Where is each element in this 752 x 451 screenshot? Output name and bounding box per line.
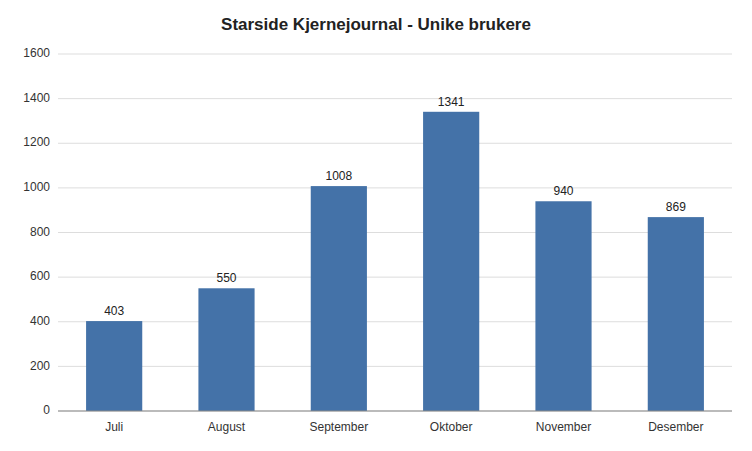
y-tick-label: 800: [30, 225, 50, 239]
data-label: 940: [553, 184, 573, 198]
y-tick-label: 600: [30, 269, 50, 283]
data-label: 403: [104, 304, 124, 318]
grid-line: [58, 98, 732, 99]
grid-line: [58, 411, 732, 412]
data-label: 1341: [438, 95, 465, 109]
x-tick-label: August: [208, 420, 246, 434]
y-axis: 0 200 400 600 800 1000 1200 1400 1600: [23, 46, 50, 417]
bar: [198, 288, 254, 411]
x-tick-label: November: [536, 420, 591, 434]
grid-line: [58, 277, 732, 278]
bar: [311, 186, 367, 411]
bar: [86, 321, 142, 411]
chart: Starside Kjernejournal - Unike brukere 0 2…: [0, 0, 752, 451]
bar: [648, 217, 704, 411]
y-tick-label: 400: [30, 314, 50, 328]
grid: [58, 54, 732, 411]
grid-line: [58, 232, 732, 233]
data-label: 1008: [325, 169, 352, 183]
grid-line: [58, 143, 732, 144]
data-label: 550: [216, 271, 236, 285]
grid-line: [58, 321, 732, 322]
chart-title: Starside Kjernejournal - Unike brukere: [221, 15, 531, 34]
grid-line: [58, 366, 732, 367]
y-tick-label: 1600: [23, 46, 50, 60]
data-label: 869: [666, 200, 686, 214]
bar: [535, 201, 591, 411]
data-labels: 403 550 1008 1341 940 869: [104, 95, 686, 318]
x-tick-label: Oktober: [430, 420, 473, 434]
bar: [423, 112, 479, 411]
y-tick-label: 1000: [23, 180, 50, 194]
grid-line: [58, 187, 732, 188]
x-axis-line: [58, 411, 732, 412]
x-tick-label: Desember: [648, 420, 703, 434]
x-tick-label: Juli: [105, 420, 123, 434]
y-tick-label: 0: [43, 403, 50, 417]
y-tick-label: 1400: [23, 91, 50, 105]
y-tick-label: 200: [30, 359, 50, 373]
bars: [86, 112, 704, 411]
grid-line: [58, 54, 732, 55]
y-tick-label: 1200: [23, 135, 50, 149]
chart-container: Starside Kjernejournal - Unike brukere 0 2…: [0, 0, 752, 451]
x-axis: Juli August September Oktober November Desemb…: [58, 411, 732, 434]
x-tick-label: September: [309, 420, 368, 434]
